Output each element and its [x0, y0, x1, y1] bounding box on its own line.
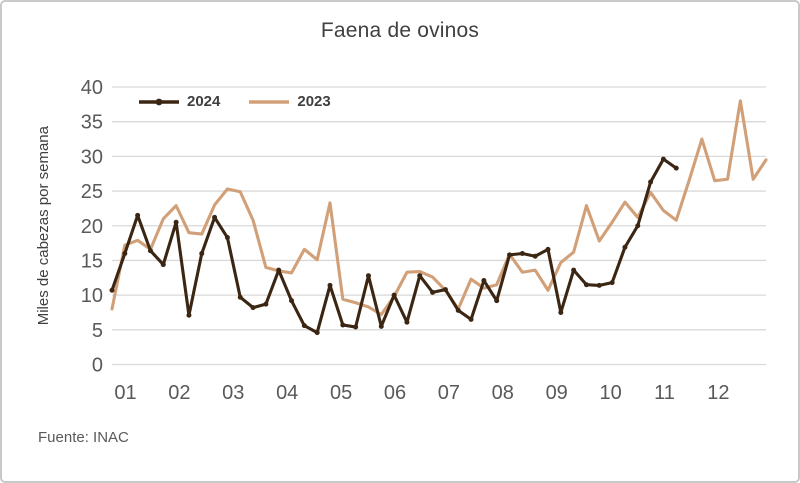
svg-text:15: 15 — [81, 250, 103, 272]
chart-title: Faena de ovinos — [320, 19, 480, 42]
legend-swatch-2024-line-with-marker — [139, 98, 179, 105]
svg-text:0: 0 — [92, 355, 103, 377]
legend-item-2024: 2024 — [138, 93, 220, 110]
svg-text:5: 5 — [92, 320, 103, 342]
legend: 2024 2023 — [138, 93, 331, 110]
svg-text:25: 25 — [81, 181, 103, 203]
svg-text:20: 20 — [81, 216, 103, 238]
legend-label-2023: 2023 — [297, 93, 331, 110]
svg-text:30: 30 — [81, 146, 103, 168]
series-2024-line — [110, 157, 678, 335]
series-2023-line — [110, 99, 768, 317]
svg-text:05: 05 — [330, 382, 352, 404]
svg-text:10: 10 — [81, 285, 103, 307]
svg-text:35: 35 — [81, 112, 103, 134]
svg-text:02: 02 — [168, 382, 190, 404]
svg-text:12: 12 — [707, 382, 729, 404]
svg-text:04: 04 — [276, 382, 298, 404]
svg-text:09: 09 — [546, 382, 568, 404]
y-axis-tick-labels: 0 5 10 15 20 25 30 35 40 — [81, 77, 103, 377]
series-2024-markers — [109, 156, 679, 336]
legend-item-2023: 2023 — [248, 93, 331, 110]
svg-text:40: 40 — [81, 77, 103, 99]
x-axis-tick-labels: 01 02 03 04 05 06 07 08 09 10 11 12 — [114, 382, 729, 404]
legend-swatch-2023-line — [249, 99, 290, 104]
legend-label-2024: 2024 — [187, 93, 221, 110]
svg-text:06: 06 — [384, 382, 406, 404]
svg-text:01: 01 — [114, 382, 136, 404]
svg-text:07: 07 — [438, 382, 460, 404]
svg-text:10: 10 — [599, 382, 621, 404]
svg-text:03: 03 — [222, 382, 244, 404]
gridlines — [112, 86, 766, 366]
source-note: Fuente: INAC — [38, 429, 129, 446]
svg-text:08: 08 — [492, 382, 514, 404]
svg-text:11: 11 — [654, 382, 675, 404]
